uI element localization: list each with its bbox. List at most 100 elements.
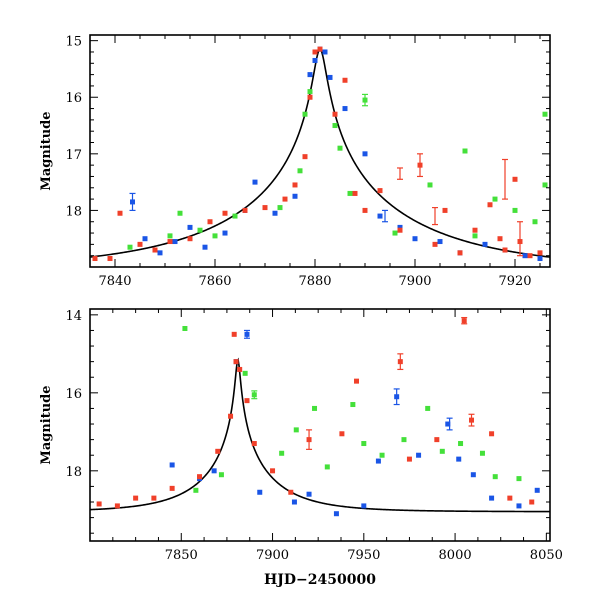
red-data-point bbox=[231, 331, 237, 337]
blue-data-point bbox=[172, 239, 178, 245]
red-data-point bbox=[222, 210, 228, 216]
red-data-point bbox=[472, 227, 478, 233]
red-data-point bbox=[497, 236, 503, 242]
red-data-point bbox=[151, 495, 157, 501]
bottom-panel: 7850 7900 7950 8000 8050 14 16 18 Magnitude HJD… bbox=[39, 308, 563, 588]
red-data-point bbox=[457, 250, 463, 256]
blue-data-point bbox=[377, 213, 383, 219]
y-tick-label: 16 bbox=[65, 387, 82, 402]
blue-data-point bbox=[202, 244, 208, 250]
blue-data-point bbox=[257, 489, 263, 495]
red-data-point bbox=[434, 437, 440, 443]
red-data-point bbox=[242, 207, 248, 213]
blue-data-point bbox=[537, 256, 543, 262]
red-data-point bbox=[469, 417, 475, 423]
y-tick-label: 18 bbox=[65, 465, 82, 480]
blue-data-point bbox=[244, 331, 250, 337]
x-tick-label: 7850 bbox=[165, 548, 198, 563]
blue-data-point bbox=[211, 468, 217, 474]
green-data-point bbox=[425, 405, 431, 411]
green-data-point bbox=[347, 190, 353, 196]
plot-data-layer bbox=[90, 316, 550, 517]
green-data-point bbox=[479, 450, 485, 456]
red-data-point bbox=[244, 398, 250, 404]
red-data-point bbox=[537, 250, 543, 256]
x-tick-label: 7840 bbox=[98, 274, 131, 289]
red-data-point bbox=[342, 77, 348, 83]
red-data-point bbox=[197, 474, 203, 480]
green-data-point bbox=[312, 405, 318, 411]
blue-data-point bbox=[322, 49, 328, 55]
red-data-point bbox=[215, 448, 221, 454]
blue-data-point bbox=[516, 503, 522, 509]
green-data-point bbox=[324, 464, 330, 470]
green-data-point bbox=[182, 325, 188, 331]
top-y-axis-label: Magnitude bbox=[39, 111, 54, 190]
green-data-point bbox=[472, 233, 478, 239]
red-data-point bbox=[270, 468, 276, 474]
red-data-point bbox=[312, 49, 318, 55]
red-data-point bbox=[397, 227, 403, 233]
x-tick-label: 7950 bbox=[347, 548, 380, 563]
blue-data-point bbox=[292, 193, 298, 199]
red-data-point bbox=[461, 318, 467, 324]
green-data-point bbox=[251, 392, 257, 398]
green-data-point bbox=[337, 145, 343, 151]
blue-data-point bbox=[130, 199, 135, 205]
y-tick-label: 17 bbox=[65, 148, 82, 163]
red-data-point bbox=[406, 456, 412, 462]
blue-data-point bbox=[342, 106, 348, 112]
red-data-point bbox=[169, 485, 175, 491]
bottom-plot-body: 7850 7900 7950 8000 8050 14 16 18 bbox=[65, 309, 562, 563]
red-data-point bbox=[137, 241, 143, 247]
blue-data-point bbox=[291, 499, 297, 505]
green-data-point bbox=[193, 487, 199, 493]
blue-data-point bbox=[437, 239, 443, 245]
green-data-point bbox=[458, 441, 464, 447]
red-data-point bbox=[352, 190, 358, 196]
red-data-point bbox=[307, 94, 313, 100]
red-data-point bbox=[107, 256, 113, 262]
blue-data-point bbox=[307, 72, 313, 78]
blue-data-point bbox=[157, 250, 163, 256]
red-data-point bbox=[507, 495, 513, 501]
plot-data-layer bbox=[90, 46, 550, 262]
red-data-point bbox=[96, 501, 102, 507]
blue-data-point bbox=[272, 210, 278, 216]
blue-data-point bbox=[252, 179, 258, 185]
x-tick-label: 7860 bbox=[198, 274, 231, 289]
green-data-point bbox=[512, 207, 518, 213]
green-data-point bbox=[197, 227, 203, 233]
green-data-point bbox=[332, 123, 338, 129]
x-tick-label: 7920 bbox=[498, 274, 531, 289]
x-tick-label: 7880 bbox=[298, 274, 331, 289]
green-data-point bbox=[492, 196, 498, 202]
red-data-point bbox=[92, 256, 98, 262]
red-data-point bbox=[517, 239, 523, 245]
green-data-point bbox=[532, 219, 538, 225]
green-data-point bbox=[427, 182, 433, 188]
green-data-point bbox=[401, 437, 407, 443]
blue-data-point bbox=[361, 503, 367, 509]
blue-data-point bbox=[397, 224, 403, 230]
x-axis-label: HJD−2450000 bbox=[264, 572, 376, 588]
red-data-point bbox=[133, 495, 139, 501]
red-data-point bbox=[233, 359, 239, 365]
red-data-point bbox=[487, 202, 493, 208]
red-data-point bbox=[442, 207, 448, 213]
red-data-point bbox=[167, 239, 173, 245]
green-data-point bbox=[492, 474, 498, 480]
red-data-point bbox=[339, 431, 345, 437]
blue-data-point bbox=[312, 57, 318, 63]
red-data-point bbox=[377, 188, 383, 194]
blue-data-point bbox=[416, 452, 422, 458]
x-tick-label: 7900 bbox=[398, 274, 431, 289]
red-data-point bbox=[292, 182, 298, 188]
red-data-point bbox=[187, 236, 193, 242]
model-curve-line bbox=[90, 357, 550, 513]
blue-data-point bbox=[306, 491, 312, 497]
red-data-point bbox=[317, 46, 323, 52]
red-data-point bbox=[397, 359, 403, 365]
y-tick-label: 14 bbox=[65, 309, 82, 324]
